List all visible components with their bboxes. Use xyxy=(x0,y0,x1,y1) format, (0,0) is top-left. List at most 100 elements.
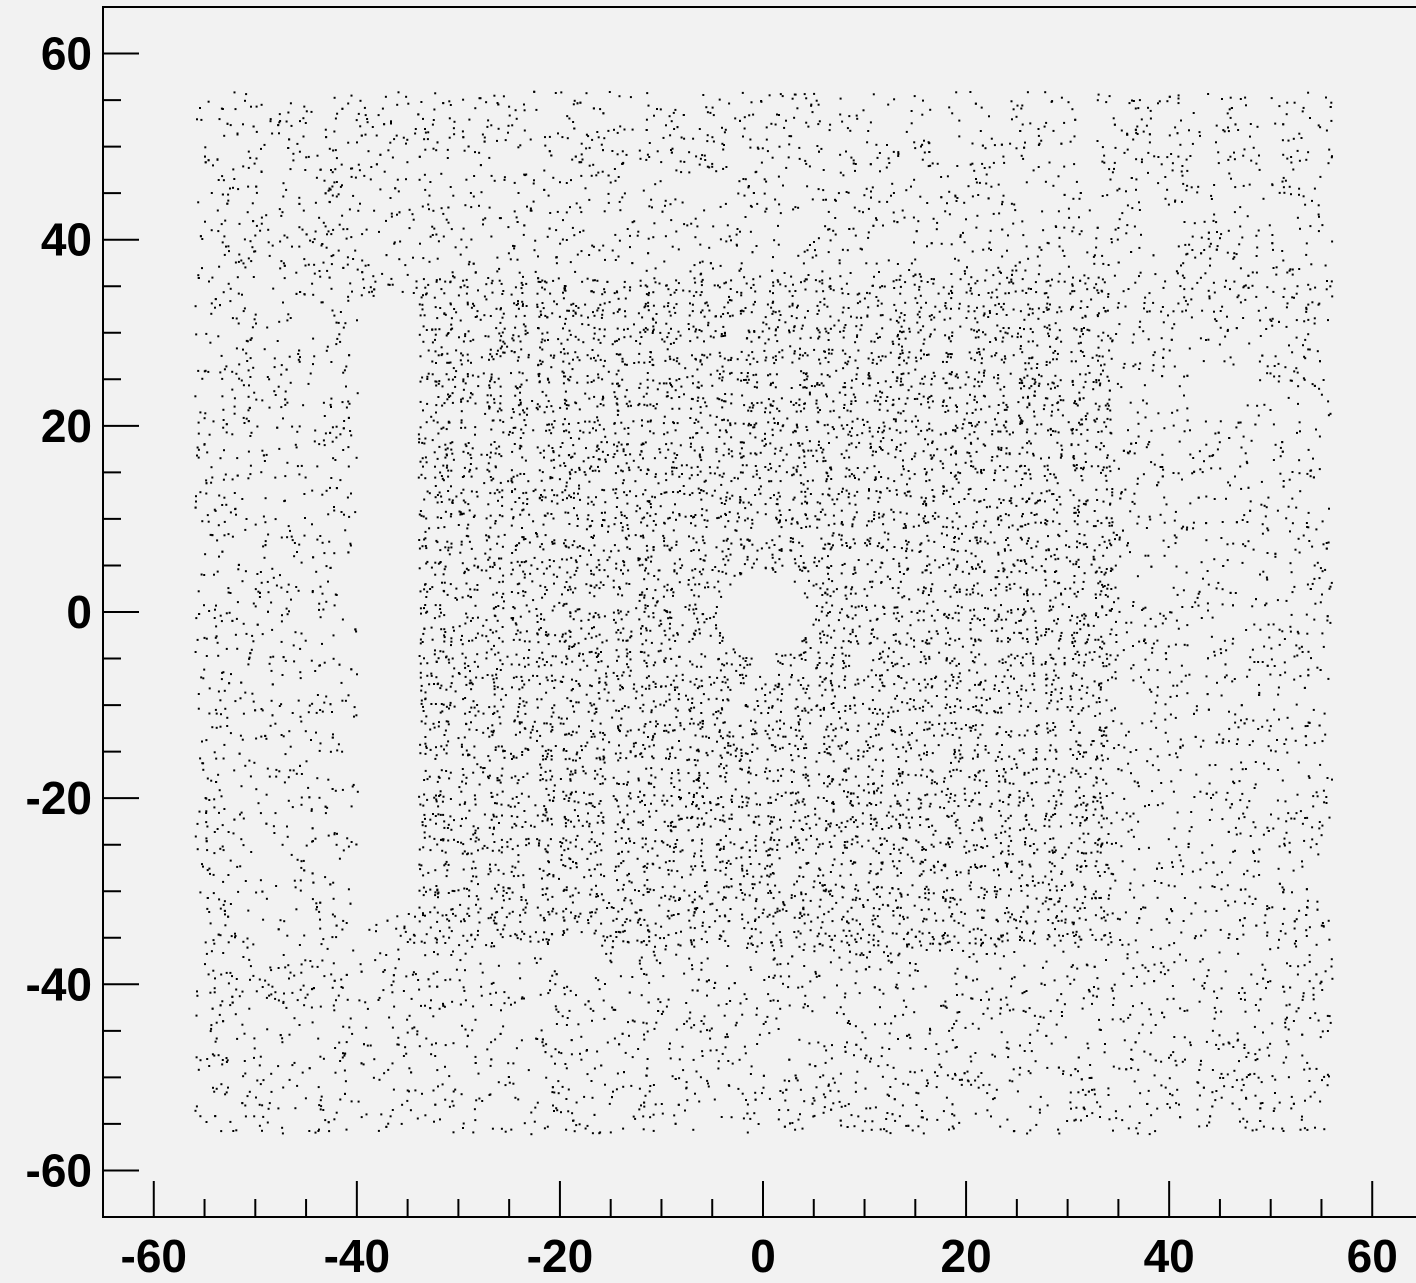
scatter-point xyxy=(867,207,870,210)
scatter-point xyxy=(1264,515,1267,518)
scatter-point xyxy=(1255,924,1258,927)
scatter-point xyxy=(231,370,234,373)
scatter-point xyxy=(1191,249,1194,251)
scatter-point xyxy=(239,697,242,700)
scatter-point xyxy=(1142,330,1145,333)
scatter-point xyxy=(283,920,286,923)
scatter-point xyxy=(1273,665,1276,667)
scatter-point xyxy=(1241,792,1244,795)
scatter-point xyxy=(649,1116,652,1119)
scatter-point xyxy=(1088,1077,1091,1079)
scatter-point xyxy=(823,1045,826,1048)
scatter-point xyxy=(212,892,215,895)
scatter-point xyxy=(685,1002,688,1004)
scatter-point xyxy=(1087,277,1090,280)
scatter-point xyxy=(196,638,199,641)
scatter-point xyxy=(570,1053,573,1056)
scatter-point xyxy=(557,1080,560,1083)
scatter-point xyxy=(1298,551,1301,554)
scatter-point xyxy=(717,1067,720,1070)
scatter-point xyxy=(1284,800,1287,803)
scatter-point xyxy=(1289,625,1292,628)
scatter-point xyxy=(671,245,674,248)
scatter-point xyxy=(580,161,583,164)
scatter-point xyxy=(331,185,334,188)
scatter-point xyxy=(225,612,228,615)
scatter-point xyxy=(1314,286,1317,289)
scatter-point xyxy=(296,999,299,1002)
scatter-point xyxy=(388,1016,391,1019)
scatter-point xyxy=(779,975,782,978)
scatter-point xyxy=(850,156,853,159)
scatter-point xyxy=(1223,639,1226,642)
scatter-point xyxy=(1272,423,1275,426)
scatter-point xyxy=(554,983,557,986)
scatter-point xyxy=(770,122,773,125)
scatter-point xyxy=(1114,677,1117,680)
scatter-point xyxy=(848,944,851,947)
scatter-point xyxy=(1316,795,1319,798)
scatter-point xyxy=(226,202,229,205)
scatter-point xyxy=(1220,1010,1223,1013)
scatter-point xyxy=(1121,860,1124,863)
scatter-point xyxy=(1157,481,1160,484)
scatter-point xyxy=(626,228,629,230)
scatter-point xyxy=(968,942,971,945)
scatter-point xyxy=(285,607,288,610)
scatter-point xyxy=(1272,1127,1275,1130)
scatter-point xyxy=(1184,1058,1186,1061)
scatter-point xyxy=(217,773,220,776)
scatter-point xyxy=(1029,939,1031,942)
scatter-point xyxy=(1132,967,1135,970)
scatter-point xyxy=(842,174,845,177)
scatter-point xyxy=(194,1109,197,1112)
scatter-point xyxy=(747,186,750,189)
scatter-point xyxy=(1203,220,1206,223)
scatter-point xyxy=(783,272,786,274)
scatter-point xyxy=(437,1085,439,1088)
scatter-point xyxy=(1274,750,1277,753)
scatter-point xyxy=(297,699,300,702)
scatter-point xyxy=(1322,379,1325,381)
scatter-point xyxy=(561,136,564,139)
scatter-point xyxy=(1185,189,1188,192)
scatter-point xyxy=(263,143,266,146)
scatter-point xyxy=(1136,575,1139,578)
scatter-point xyxy=(879,1128,882,1131)
scatter-point xyxy=(311,590,314,592)
scatter-point xyxy=(554,1005,557,1008)
scatter-point xyxy=(231,433,234,436)
scatter-point xyxy=(750,101,753,104)
scatter-point xyxy=(246,211,249,214)
scatter-point xyxy=(264,540,267,543)
scatter-point xyxy=(1291,522,1294,525)
scatter-point xyxy=(234,108,237,111)
scatter-point xyxy=(332,657,335,660)
scatter-point xyxy=(1178,854,1181,857)
scatter-point xyxy=(1105,959,1107,961)
scatter-point xyxy=(569,261,572,264)
scatter-point xyxy=(336,749,339,752)
scatter-point xyxy=(1140,1002,1143,1005)
scatter-point xyxy=(1270,320,1273,322)
scatter-point xyxy=(1213,184,1216,186)
scatter-point xyxy=(1125,232,1128,235)
scatter-point xyxy=(219,457,222,460)
scatter-point xyxy=(1319,175,1322,178)
scatter-point xyxy=(245,518,248,520)
scatter-point xyxy=(197,201,200,204)
scatter-point xyxy=(229,1120,232,1123)
scatter-point xyxy=(552,176,555,179)
scatter-point xyxy=(1314,1012,1317,1015)
scatter-point xyxy=(976,279,979,282)
scatter-point xyxy=(1095,246,1098,249)
scatter-point xyxy=(665,124,667,127)
scatter-point xyxy=(446,157,449,159)
scatter-point xyxy=(1284,1018,1287,1021)
scatter-point xyxy=(1126,148,1129,151)
scatter-point xyxy=(1328,816,1331,819)
scatter-point xyxy=(886,144,888,146)
scatter-point xyxy=(515,117,518,120)
scatter-point xyxy=(1200,561,1203,564)
scatter-point xyxy=(413,1026,416,1029)
